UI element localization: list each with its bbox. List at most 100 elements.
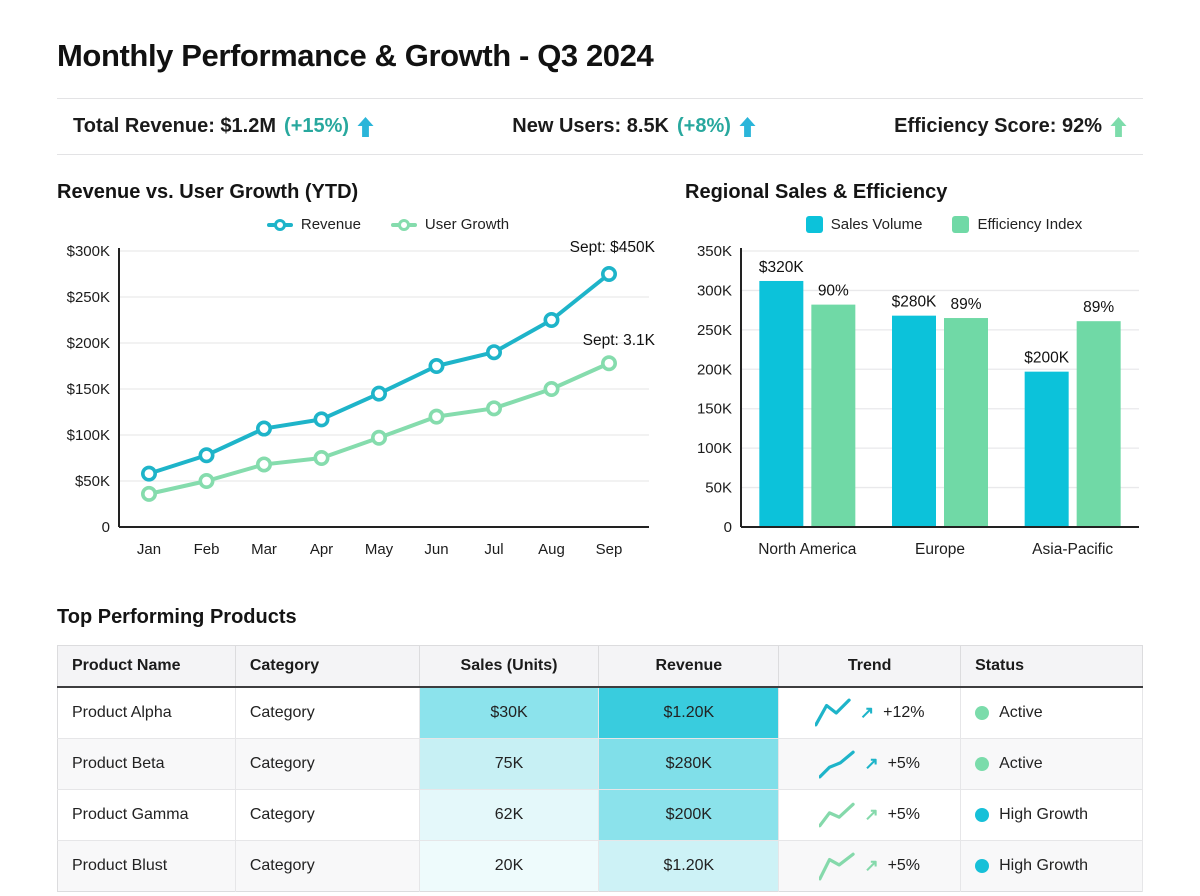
kpi-item-2: Efficiency Score: 92% [894, 115, 1127, 138]
product-name-cell: Product Gamma [57, 789, 236, 841]
trend-pct: +5% [887, 857, 921, 874]
svg-text:200K: 200K [697, 361, 732, 378]
revenue-cell: $280K [598, 738, 780, 790]
trend-pct: +5% [887, 755, 921, 772]
svg-text:$50K: $50K [75, 473, 110, 490]
column-header-product-name: Product Name [57, 645, 236, 688]
legend-label: User Growth [424, 216, 510, 233]
status-label: High Growth [999, 806, 1089, 823]
svg-text:Sept: 3.1K: Sept: 3.1K [583, 332, 656, 349]
status-dot-icon [975, 859, 990, 873]
kpi-bar: Total Revenue: $1.2M (+15%) New Users: 8.5… [57, 98, 1143, 155]
status-dot-icon [975, 706, 990, 720]
svg-text:250K: 250K [697, 322, 732, 339]
category-cell: Category [235, 686, 420, 739]
up-arrow-icon [357, 116, 374, 137]
trend-cell: ↗ +5% [778, 789, 962, 841]
line-marker-icon [266, 218, 293, 231]
product-name-cell: Product Blust [57, 840, 236, 892]
svg-text:Aug: Aug [538, 541, 565, 558]
revenue-cell: $1.20K [598, 686, 780, 739]
sales-cell: 20K [419, 840, 600, 892]
line-marker-icon [390, 218, 417, 231]
trend-up-arrow-icon: ↗ [864, 805, 879, 824]
svg-text:Sep: Sep [596, 541, 623, 558]
column-header-sales-units: Sales (Units) [419, 645, 600, 688]
page-title: Monthly Performance & Growth - Q3 2024 [57, 38, 654, 73]
kpi-item-0: Total Revenue: $1.2M (+15%) [73, 115, 374, 138]
status-cell: High Growth [960, 840, 1143, 892]
trend-pct: +5% [887, 806, 921, 823]
svg-text:50K: 50K [705, 480, 732, 497]
column-header-revenue: Revenue [598, 645, 780, 688]
kpi-label: Efficiency Score: 92% [894, 115, 1102, 137]
charts-row: Revenue vs. User Growth (YTD) Revenue Use… [57, 181, 1143, 572]
svg-text:$250K: $250K [67, 289, 110, 306]
sales-cell: 62K [419, 789, 600, 841]
legend-item-revenue[interactable]: Revenue [266, 216, 361, 233]
svg-text:Jul: Jul [484, 541, 503, 558]
svg-text:May: May [365, 541, 394, 558]
legend-item-efficiency-index[interactable]: Efficiency Index [952, 216, 1082, 233]
category-cell: Category [235, 840, 420, 892]
legend-item-sales-volume[interactable]: Sales Volume [805, 216, 923, 233]
trend-cell: ↗ +5% [778, 840, 962, 892]
column-header-status: Status [960, 645, 1143, 688]
trend-cell: ↗ +12% [778, 686, 962, 739]
bar-chart-legend: Sales Volume Efficiency Index [685, 216, 1147, 233]
trend-cell: ↗ +5% [778, 738, 962, 790]
svg-text:89%: 89% [1083, 299, 1114, 316]
revenue-cell: $1.20K [598, 840, 780, 892]
svg-text:$100K: $100K [67, 427, 110, 444]
products-table: Product Name Category Sales (Units) Revenue… [57, 645, 1143, 892]
square-marker-icon [805, 216, 823, 233]
svg-text:350K: 350K [697, 243, 732, 260]
bar-chart: 350K 300K 250K 200K 150K 100K 50K 0 $320K 90% Nort… [697, 243, 1139, 558]
legend-label: Efficiency Index [977, 216, 1083, 233]
svg-text:300K: 300K [697, 282, 732, 299]
status-label: Active [999, 704, 1043, 721]
status-cell: Active [960, 686, 1143, 739]
svg-text:89%: 89% [950, 296, 981, 313]
trend-up-arrow-icon: ↗ [864, 856, 879, 875]
svg-text:150K: 150K [697, 401, 732, 418]
svg-text:Apr: Apr [310, 541, 333, 558]
revenue-cell: $200K [598, 789, 780, 841]
product-name-cell: Product Alpha [57, 686, 236, 739]
svg-text:Feb: Feb [194, 541, 220, 558]
svg-text:Europe: Europe [915, 541, 965, 558]
legend-label: Sales Volume [830, 216, 923, 233]
svg-text:$150K: $150K [67, 381, 110, 398]
line-chart: $300K $250K $200K $150K $100K $50K 0 Jan Feb Mar A… [67, 239, 656, 558]
svg-text:$200K: $200K [1024, 350, 1069, 367]
bar-chart-title: Regional Sales & Efficiency [685, 181, 948, 203]
sales-cell: $30K [419, 686, 600, 739]
status-label: High Growth [999, 857, 1089, 874]
svg-text:$200K: $200K [67, 335, 110, 352]
product-name-cell: Product Beta [57, 738, 236, 790]
table-row: Product Gamma Category 62K $200K ↗ +5% High Gr… [57, 789, 1143, 841]
svg-text:North America: North America [758, 541, 857, 558]
kpi-change-pct: (+15%) [284, 115, 350, 137]
svg-text:Sept: $450K: Sept: $450K [570, 239, 656, 256]
table-row: Product Alpha Category $30K $1.20K ↗ +12% Acti… [57, 686, 1143, 739]
products-table-header-row: Product Name Category Sales (Units) Revenue… [57, 645, 1143, 688]
svg-text:100K: 100K [697, 440, 732, 457]
svg-text:$320K: $320K [759, 259, 804, 276]
svg-text:90%: 90% [818, 283, 849, 300]
legend-label: Revenue [300, 216, 361, 233]
svg-text:$280K: $280K [892, 294, 937, 311]
svg-text:Jun: Jun [424, 541, 448, 558]
column-header-category: Category [235, 645, 420, 688]
status-cell: Active [960, 738, 1143, 790]
category-cell: Category [235, 789, 420, 841]
kpi-label: New Users: 8.5K [512, 115, 670, 137]
legend-item-user-growth[interactable]: User Growth [390, 216, 510, 233]
line-chart-title: Revenue vs. User Growth (YTD) [57, 181, 359, 203]
sparkline-icon [819, 852, 855, 881]
line-chart-legend: Revenue User Growth [57, 216, 657, 233]
sparkline-icon [819, 750, 855, 779]
trend-pct: +12% [883, 704, 925, 721]
kpi-label: Total Revenue: $1.2M [73, 115, 277, 137]
